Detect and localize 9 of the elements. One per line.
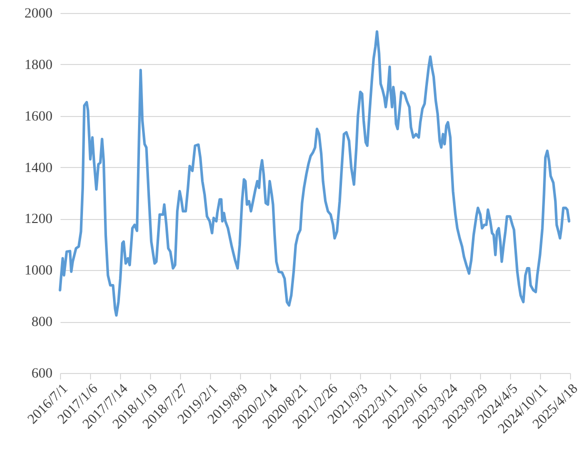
y-tick-label: 1200 [24, 212, 52, 228]
y-tick-label: 1800 [24, 58, 52, 73]
y-tick-label: 1600 [24, 109, 52, 124]
line-series [58, 30, 570, 317]
y-tick-label: 2000 [24, 6, 52, 22]
y-tick-label: 800 [32, 315, 52, 330]
y-tick-label: 1000 [24, 264, 52, 279]
y-tick-label: 1400 [24, 160, 52, 176]
y-tick-label: 600 [32, 366, 52, 382]
